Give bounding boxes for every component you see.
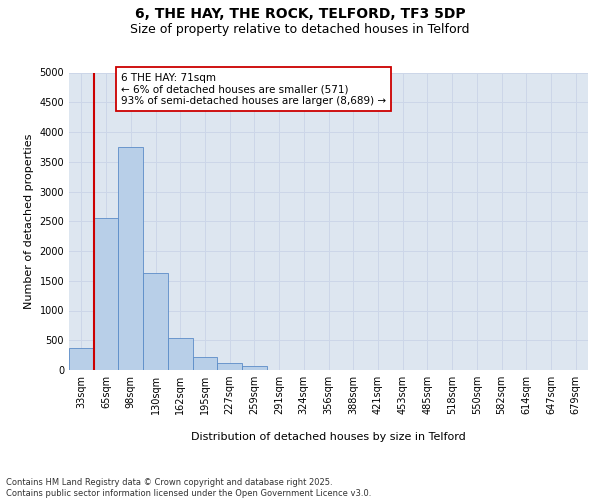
Bar [143,274,168,370]
Text: Contains HM Land Registry data © Crown copyright and database right 2025.
Contai: Contains HM Land Registry data © Crown c… [6,478,371,498]
Bar [94,218,118,370]
Y-axis label: Number of detached properties: Number of detached properties [24,134,34,309]
Text: 6 THE HAY: 71sqm
← 6% of detached houses are smaller (571)
93% of semi-detached : 6 THE HAY: 71sqm ← 6% of detached houses… [121,72,386,106]
Bar [168,338,193,370]
Bar [242,366,267,370]
Bar [217,363,242,370]
Bar [69,348,94,370]
Bar [193,357,217,370]
Text: 6, THE HAY, THE ROCK, TELFORD, TF3 5DP: 6, THE HAY, THE ROCK, TELFORD, TF3 5DP [134,8,466,22]
Bar [118,147,143,370]
Text: Size of property relative to detached houses in Telford: Size of property relative to detached ho… [130,22,470,36]
Text: Distribution of detached houses by size in Telford: Distribution of detached houses by size … [191,432,466,442]
